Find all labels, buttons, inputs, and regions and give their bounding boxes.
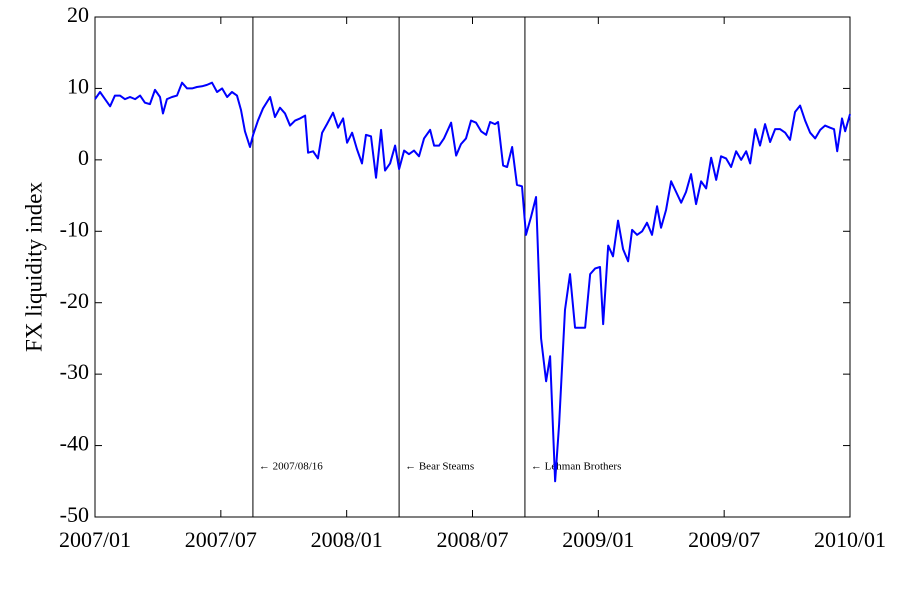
x-tick-label: 2009/01 (562, 527, 634, 552)
event-annotation: ← 2007/08/16 (259, 461, 323, 473)
y-tick-label: 10 (67, 73, 89, 98)
y-tick-label: 20 (67, 2, 89, 27)
x-tick-label: 2009/07 (688, 527, 760, 552)
x-tick-label: 2007/07 (185, 527, 257, 552)
y-tick-label: -10 (60, 216, 89, 241)
data-line (94, 81, 851, 483)
x-tick-label: 2008/07 (436, 527, 508, 552)
x-tick-label: 2010/01 (814, 527, 886, 552)
event-annotation: ← Lehman Brothers (531, 461, 621, 473)
x-tick-label: 2007/01 (59, 527, 131, 552)
y-tick-label: -30 (60, 359, 89, 384)
x-tick-label: 2008/01 (311, 527, 383, 552)
y-axis-title: FX liquidity index (21, 182, 46, 352)
y-tick-label: -40 (60, 431, 89, 456)
y-tick-label: -50 (60, 502, 89, 527)
event-annotation: ← Bear Steams (405, 461, 474, 473)
plot-frame (94, 16, 851, 518)
y-tick-label: -20 (60, 288, 89, 313)
y-tick-label: 0 (78, 145, 89, 170)
